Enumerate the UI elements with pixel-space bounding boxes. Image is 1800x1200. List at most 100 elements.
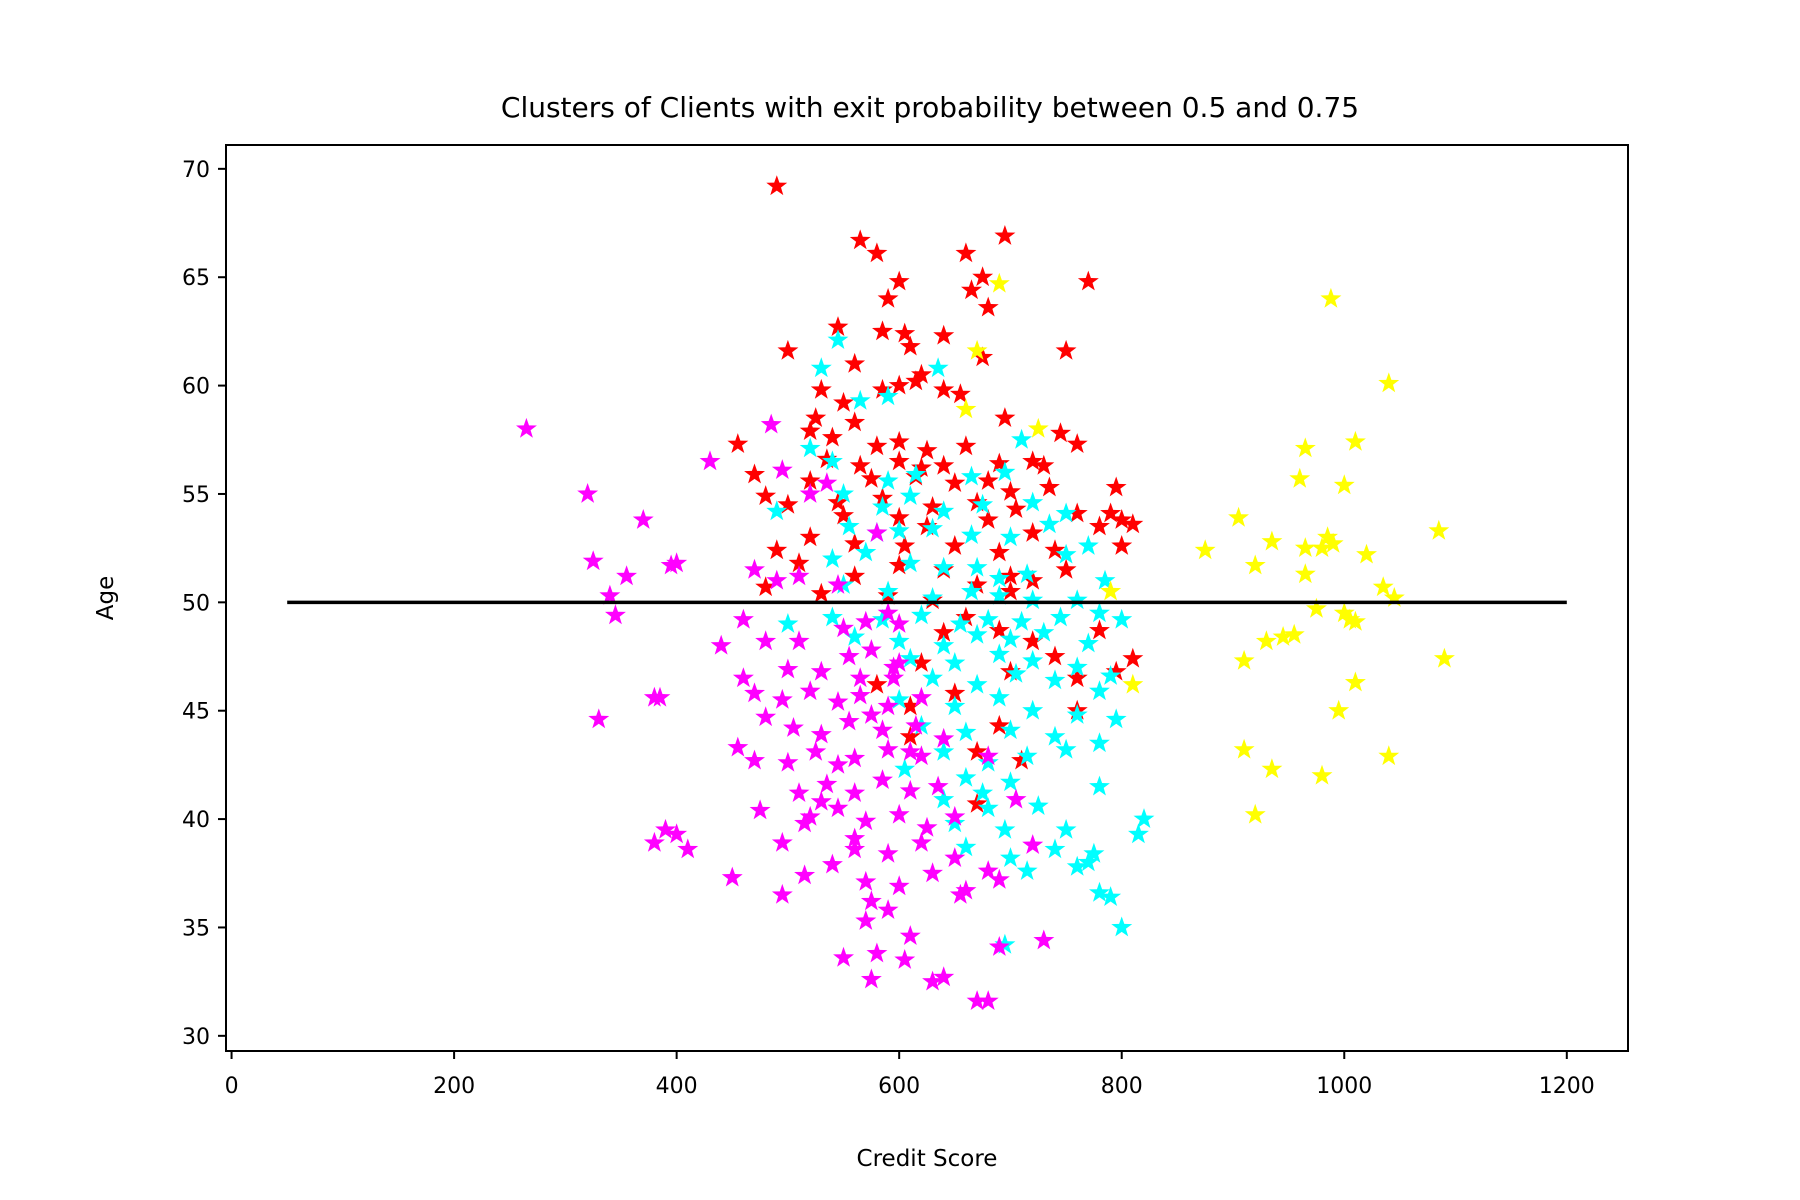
star-point (888, 430, 910, 451)
star-point (1261, 530, 1283, 551)
star-point (922, 862, 943, 883)
star-point (855, 541, 877, 562)
star-point (977, 509, 999, 529)
star-point (905, 370, 927, 391)
star-point (1089, 619, 1110, 640)
star-point (599, 584, 621, 605)
star-point (899, 725, 921, 746)
y-tick-label: 60 (182, 375, 210, 400)
star-point (899, 695, 921, 716)
star-point (1022, 649, 1044, 670)
star-point (810, 582, 832, 603)
star-point (944, 847, 966, 867)
star-point (916, 816, 938, 837)
star-point (777, 493, 799, 514)
series-4 (955, 272, 1455, 824)
star-point (1344, 610, 1366, 631)
star-point (1383, 587, 1405, 607)
plot-area (516, 175, 1455, 1010)
star-point (1022, 699, 1044, 720)
star-point (1000, 565, 1021, 586)
star-point (1000, 628, 1021, 649)
star-point (899, 485, 921, 505)
star-point (944, 652, 966, 672)
star-point (1016, 745, 1038, 766)
star-point (1033, 454, 1055, 475)
star-point (766, 539, 788, 560)
star-point (966, 556, 988, 577)
star-point (961, 465, 982, 486)
star-point (1194, 539, 1216, 560)
star-point (844, 565, 866, 586)
star-point (1105, 660, 1127, 681)
star-point (1066, 589, 1088, 610)
star-point (1055, 339, 1077, 360)
star-point (1022, 630, 1044, 651)
star-point (1055, 818, 1077, 839)
star-point (927, 357, 949, 378)
star-point (1320, 287, 1342, 308)
star-point (961, 524, 982, 544)
star-point (1133, 808, 1155, 828)
star-point (949, 883, 971, 904)
star-point (1011, 749, 1032, 770)
star-point (888, 688, 910, 709)
plot-frame (225, 144, 1629, 1052)
star-point (877, 385, 899, 406)
star-point (933, 454, 955, 475)
star-point (933, 378, 955, 399)
star-point (816, 773, 838, 794)
star-point (977, 745, 999, 766)
series-2 (766, 329, 1155, 954)
star-point (1027, 795, 1049, 815)
star-point (866, 673, 888, 694)
star-point (1344, 671, 1366, 692)
star-point (777, 339, 799, 360)
star-point (955, 398, 977, 419)
star-point (810, 660, 832, 681)
star-point (977, 296, 999, 317)
star-point (1055, 502, 1077, 523)
star-point (866, 435, 888, 456)
star-point (1344, 430, 1366, 451)
star-point (844, 411, 866, 432)
star-point (966, 339, 988, 360)
star-point (944, 682, 966, 703)
star-point (955, 836, 977, 857)
series-3 (516, 413, 1055, 1010)
star-point (1255, 630, 1277, 651)
star-point (977, 990, 999, 1010)
star-point (922, 667, 943, 688)
star-point (877, 899, 899, 919)
star-point (1094, 569, 1116, 590)
star-point (899, 779, 921, 800)
star-point (888, 519, 910, 540)
star-point (988, 584, 1010, 605)
star-point (966, 740, 988, 761)
star-point (888, 506, 910, 527)
star-point (1122, 513, 1144, 534)
star-point (944, 472, 966, 492)
star-point (988, 619, 1010, 640)
star-point (849, 667, 871, 688)
star-point (1356, 543, 1377, 564)
star-point (1077, 851, 1099, 872)
x-tick-label: 600 (878, 1074, 920, 1099)
star-point (877, 470, 899, 490)
star-point (766, 500, 788, 521)
star-point (833, 617, 854, 638)
star-point (771, 459, 793, 479)
star-point (710, 634, 732, 655)
star-point (944, 812, 966, 833)
star-point (922, 970, 943, 991)
x-axis: 0 200 400 600 800 1000 1200 (225, 1051, 1595, 1099)
star-point (860, 639, 882, 659)
star-point (788, 565, 810, 586)
star-point (966, 574, 988, 594)
star-point (771, 831, 793, 852)
star-point (922, 496, 943, 516)
star-point (1022, 589, 1044, 610)
star-point (944, 535, 966, 555)
star-point (777, 658, 799, 679)
star-point (988, 452, 1010, 473)
